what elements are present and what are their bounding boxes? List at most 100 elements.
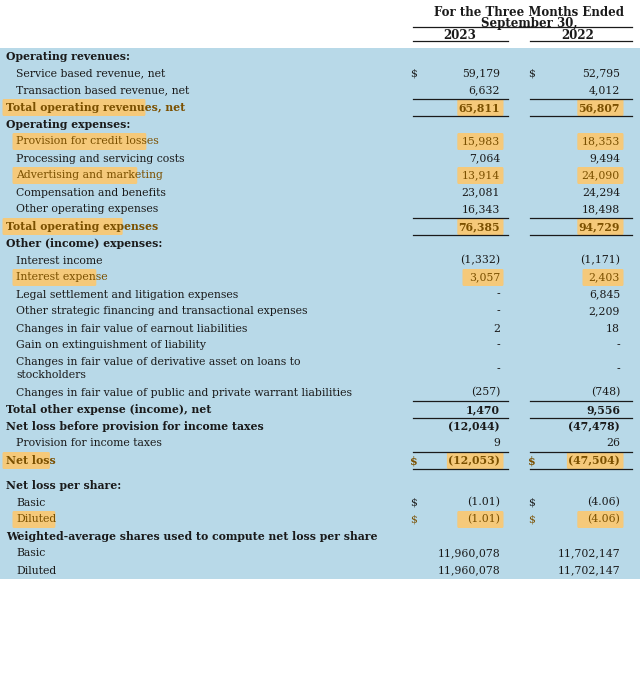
Text: Other strategic financing and transactional expenses: Other strategic financing and transactio… (16, 307, 307, 316)
Text: 9,556: 9,556 (586, 404, 620, 415)
Bar (0, 337, 640, 354)
Text: (1,332): (1,332) (460, 255, 500, 265)
Bar (0, 401, 640, 418)
Bar (0, 477, 640, 494)
FancyBboxPatch shape (13, 167, 137, 184)
Bar (0, 418, 640, 435)
Text: (1.01): (1.01) (467, 497, 500, 508)
Text: (4.06): (4.06) (587, 514, 620, 525)
Text: $: $ (410, 69, 417, 78)
Bar (0, 562, 640, 579)
Text: Changes in fair value of earnout liabilities: Changes in fair value of earnout liabili… (16, 324, 248, 333)
Text: (1,171): (1,171) (580, 255, 620, 265)
Text: 2022: 2022 (561, 29, 595, 42)
Text: Total other expense (income), net: Total other expense (income), net (6, 404, 211, 415)
Text: Processing and servicing costs: Processing and servicing costs (16, 154, 184, 163)
Bar (0, 435, 640, 452)
FancyBboxPatch shape (458, 99, 504, 116)
Text: 13,914: 13,914 (461, 171, 500, 180)
Text: 6,845: 6,845 (589, 289, 620, 300)
Text: -: - (616, 340, 620, 351)
Text: 11,960,078: 11,960,078 (437, 565, 500, 576)
Bar (0, 384, 640, 401)
Text: 9,494: 9,494 (589, 154, 620, 163)
Text: 18,498: 18,498 (582, 204, 620, 215)
FancyBboxPatch shape (567, 452, 623, 469)
Bar (0, 545, 640, 562)
Text: 4,012: 4,012 (589, 86, 620, 95)
Text: 24,294: 24,294 (582, 187, 620, 198)
Text: 65,811: 65,811 (458, 102, 500, 113)
Text: -: - (497, 289, 500, 300)
Text: Advertising and marketing: Advertising and marketing (16, 171, 163, 180)
Text: Weighted-average shares used to compute net loss per share: Weighted-average shares used to compute … (6, 531, 378, 542)
Text: 23,081: 23,081 (461, 187, 500, 198)
FancyBboxPatch shape (577, 218, 623, 235)
Bar (0, 286, 640, 303)
Text: 7,064: 7,064 (468, 154, 500, 163)
Text: 2: 2 (493, 324, 500, 333)
Text: Diluted: Diluted (16, 514, 56, 525)
Text: $: $ (528, 69, 535, 78)
FancyBboxPatch shape (458, 218, 504, 235)
Bar (0, 133, 640, 150)
Bar (0, 150, 640, 167)
Bar (0, 469, 640, 477)
Bar (0, 99, 640, 116)
FancyBboxPatch shape (13, 133, 147, 150)
Bar (0, 235, 640, 252)
Text: Operating revenues:: Operating revenues: (6, 51, 130, 62)
Bar (0, 511, 640, 528)
Text: 2,209: 2,209 (589, 307, 620, 316)
Text: Net loss per share:: Net loss per share: (6, 480, 121, 491)
Text: Interest income: Interest income (16, 255, 102, 265)
Text: Changes in fair value of derivative asset on loans to: Changes in fair value of derivative asse… (16, 357, 301, 367)
Text: (4.06): (4.06) (587, 497, 620, 508)
FancyBboxPatch shape (577, 167, 623, 184)
Text: September 30,: September 30, (481, 17, 577, 30)
FancyBboxPatch shape (463, 269, 504, 286)
Text: Total operating revenues, net: Total operating revenues, net (6, 102, 185, 113)
Text: -: - (497, 364, 500, 374)
FancyBboxPatch shape (577, 511, 623, 528)
Text: stockholders: stockholders (16, 370, 86, 380)
Text: Net loss: Net loss (6, 455, 56, 466)
Text: 52,795: 52,795 (582, 69, 620, 78)
Text: 9: 9 (493, 438, 500, 449)
Text: Provision for credit losses: Provision for credit losses (16, 137, 159, 147)
Text: 11,702,147: 11,702,147 (557, 549, 620, 558)
Text: 18: 18 (606, 324, 620, 333)
Text: (12,044): (12,044) (449, 421, 500, 432)
FancyBboxPatch shape (458, 133, 504, 150)
Text: 3,057: 3,057 (468, 272, 500, 283)
Text: 76,385: 76,385 (458, 221, 500, 232)
Text: 59,179: 59,179 (462, 69, 500, 78)
Text: Changes in fair value of public and private warrant liabilities: Changes in fair value of public and priv… (16, 388, 352, 397)
Text: Legal settlement and litigation expenses: Legal settlement and litigation expenses (16, 289, 238, 300)
Text: Compensation and benefits: Compensation and benefits (16, 187, 166, 198)
FancyBboxPatch shape (458, 511, 504, 528)
Text: For the Three Months Ended: For the Three Months Ended (434, 6, 624, 19)
Text: 26: 26 (606, 438, 620, 449)
Text: $: $ (528, 455, 536, 466)
FancyBboxPatch shape (577, 133, 623, 150)
Text: Operating expenses:: Operating expenses: (6, 119, 131, 130)
Text: 56,807: 56,807 (579, 102, 620, 113)
Text: 18,353: 18,353 (582, 137, 620, 147)
Text: $: $ (528, 497, 535, 508)
Text: 2,403: 2,403 (589, 272, 620, 283)
FancyBboxPatch shape (3, 99, 145, 116)
Bar (0, 303, 640, 320)
Bar (0, 82, 640, 99)
FancyBboxPatch shape (447, 452, 504, 469)
FancyBboxPatch shape (582, 269, 623, 286)
Bar (0, 201, 640, 218)
Bar (0, 48, 640, 65)
Text: Basic: Basic (16, 549, 45, 558)
Text: 94,729: 94,729 (579, 221, 620, 232)
Text: (1.01): (1.01) (467, 514, 500, 525)
Bar (0, 494, 640, 511)
FancyBboxPatch shape (577, 99, 623, 116)
Bar (0, 528, 640, 545)
Text: $: $ (410, 497, 417, 508)
